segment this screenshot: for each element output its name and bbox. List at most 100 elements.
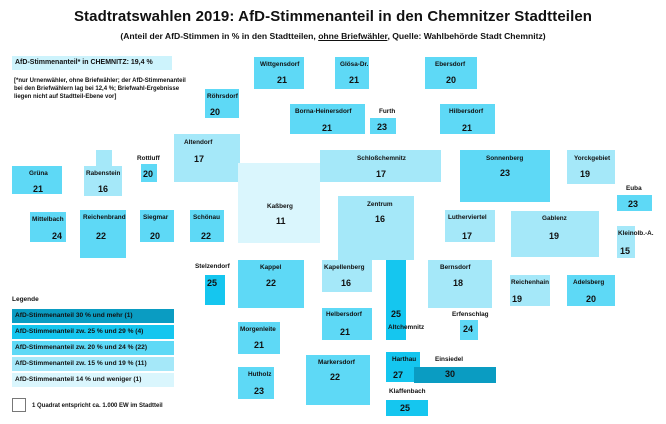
district-area [174, 134, 240, 182]
district-value: 20 [210, 107, 221, 117]
district-name: Morgenleite [240, 326, 276, 333]
scale-note: 1 Quadrat entspricht ca. 1.000 EW im Sta… [32, 403, 163, 409]
district-area [238, 260, 304, 308]
district-area [238, 367, 274, 399]
district-area [322, 308, 372, 340]
district-name: Kaßberg [267, 203, 293, 210]
district-area [510, 275, 550, 306]
district-area [414, 367, 496, 383]
district-name: Gablenz [542, 215, 567, 222]
district-name: Rottluff [137, 155, 160, 162]
district-value: 17 [462, 231, 473, 241]
map-title: Stadtratswahlen 2019: AfD-Stimmenanteil … [73, 8, 593, 25]
district-area [320, 150, 441, 182]
district-value: 25 [207, 278, 218, 288]
district-name: Adelsberg [573, 279, 605, 286]
district-value: 16 [375, 214, 386, 224]
district-name: Euba [626, 185, 642, 192]
district-value: 20 [150, 231, 161, 241]
district-area [617, 226, 635, 258]
district-value: 16 [341, 278, 352, 288]
district-value: 27 [393, 370, 404, 380]
district-name: Siegmar [143, 214, 169, 221]
district-area [386, 400, 428, 416]
scale-square [12, 398, 26, 412]
district-area [12, 166, 62, 194]
district-name: Kleinolb.-A. [618, 230, 654, 237]
district-value: 22 [266, 278, 277, 288]
district-name: Rabenstein [86, 170, 121, 177]
district-area [322, 260, 372, 292]
city-share-box: AfD-Stimmenanteil* in CHEMNITZ: 19,4 % [12, 56, 172, 70]
district-value: 21 [349, 75, 360, 85]
district-value: 24 [52, 231, 63, 241]
district-area [141, 164, 157, 182]
district-value: 30 [445, 369, 456, 379]
district-area [335, 57, 369, 89]
district-area [386, 260, 406, 340]
district-area [84, 166, 122, 196]
subtitle-text-start: (Anteil der AfD-Stimmen in % in den Stad… [120, 31, 319, 41]
district-name: Schloßchemnitz [357, 155, 407, 162]
district-name: Harthau [392, 356, 417, 363]
map-subtitle: (Anteil der AfD-Stimmen in % in den Stad… [0, 31, 666, 41]
legend-item: AfD-Stimmenanteil zw. 25 % und 29 % (4) [12, 325, 174, 339]
district-value: 18 [453, 278, 464, 288]
district-name: Reichenbrand [83, 214, 126, 221]
district-name: Klaffenbach [389, 388, 426, 395]
district-value: 21 [277, 75, 288, 85]
district-area [428, 260, 492, 308]
district-name: Hutholz [248, 371, 272, 378]
district-value: 24 [463, 324, 474, 334]
legend-item: AfD-Stimmenanteil zw. 15 % und 19 % (11) [12, 357, 174, 371]
district-name: Altchemnitz [388, 324, 425, 331]
legend-item: AfD-Stimmenanteil 14 % und weniger (1) [12, 373, 174, 387]
district-name: Röhrsdorf [207, 93, 238, 100]
district-name: Sonnenberg [486, 155, 524, 162]
district-area [445, 210, 495, 242]
district-name: Yorckgebiet [574, 155, 611, 162]
district-name: Furth [379, 108, 396, 115]
district-value: 20 [143, 169, 154, 179]
district-name: Einsiedel [435, 356, 464, 363]
district-area [425, 57, 477, 89]
district-name: Zentrum [367, 201, 393, 208]
district-area [205, 275, 225, 305]
district-name: Schönau [193, 214, 220, 221]
district-name: Grüna [29, 170, 48, 177]
district-area [567, 275, 615, 306]
subtitle-text-underlined: ohne Briefwähler [318, 31, 388, 41]
district-area [460, 320, 478, 340]
district-value: 21 [33, 184, 44, 194]
legend-title: Legende [12, 296, 39, 303]
district-name: Borna-Heinersdorf [295, 108, 352, 115]
district-name: Kappel [260, 264, 282, 271]
district-value: 11 [276, 216, 286, 226]
district-name: Glösa-Dr. [340, 61, 369, 68]
district-area [511, 211, 599, 257]
district-value: 21 [254, 340, 265, 350]
district-value: 22 [96, 231, 107, 241]
legend-item: AfD-Stimmenanteil zw. 20 % und 24 % (22) [12, 341, 174, 355]
district-name: Reichenhain [511, 279, 549, 286]
district-area [460, 150, 550, 202]
district-area [96, 150, 112, 166]
legend-item: AfD-Stimmenanteil 30 % und mehr (1) [12, 309, 174, 323]
district-value: 15 [620, 246, 631, 256]
district-value: 25 [391, 309, 402, 319]
district-area [80, 210, 126, 258]
district-name: Markersdorf [318, 359, 355, 366]
district-area [306, 355, 370, 405]
district-name: Kapellenberg [324, 264, 365, 271]
district-value: 19 [512, 294, 523, 304]
district-value: 23 [377, 122, 388, 132]
district-value: 16 [98, 184, 109, 194]
district-value: 19 [549, 231, 560, 241]
district-value: 23 [254, 386, 265, 396]
district-name: Ebersdorf [435, 61, 466, 68]
district-area [567, 150, 615, 184]
district-value: 20 [586, 294, 597, 304]
district-area [190, 210, 224, 242]
district-value: 25 [400, 403, 411, 413]
district-value: 20 [446, 75, 457, 85]
